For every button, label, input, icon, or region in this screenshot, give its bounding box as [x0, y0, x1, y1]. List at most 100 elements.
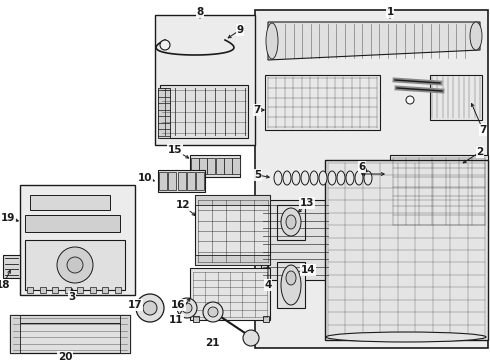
Bar — [3, 255, 20, 278]
Bar — [258, 231, 263, 237]
Bar — [115, 287, 121, 293]
Text: 18: 18 — [0, 280, 10, 290]
Bar — [102, 287, 108, 293]
Ellipse shape — [346, 171, 354, 185]
Bar — [258, 218, 263, 224]
Bar — [190, 155, 240, 177]
Bar — [159, 172, 167, 190]
Ellipse shape — [160, 40, 170, 50]
Text: 10: 10 — [138, 173, 152, 183]
Ellipse shape — [283, 171, 291, 185]
Ellipse shape — [177, 298, 197, 318]
Bar — [258, 269, 263, 275]
Bar — [199, 158, 207, 174]
Bar — [10, 315, 20, 353]
Ellipse shape — [355, 171, 363, 185]
Bar — [195, 255, 270, 265]
Ellipse shape — [406, 96, 414, 104]
Bar — [187, 172, 195, 190]
Ellipse shape — [281, 208, 301, 236]
Text: 6: 6 — [358, 162, 366, 172]
Ellipse shape — [182, 303, 192, 313]
Bar — [368, 168, 388, 180]
Bar — [27, 287, 33, 293]
Bar — [177, 172, 186, 190]
Bar — [20, 185, 135, 295]
Text: 8: 8 — [196, 7, 204, 17]
Bar — [195, 195, 270, 265]
Bar — [40, 287, 46, 293]
Bar — [207, 158, 216, 174]
Ellipse shape — [243, 330, 259, 346]
Ellipse shape — [203, 302, 223, 322]
Bar — [216, 158, 223, 174]
Bar — [77, 287, 83, 293]
Text: 2: 2 — [476, 147, 484, 157]
Text: 21: 21 — [205, 338, 219, 348]
Bar — [160, 85, 248, 138]
Bar — [195, 195, 270, 205]
Ellipse shape — [67, 257, 83, 273]
Bar — [263, 316, 269, 322]
Bar — [65, 287, 71, 293]
Text: 15: 15 — [168, 145, 182, 155]
Bar — [430, 75, 482, 120]
Bar — [390, 155, 488, 228]
Bar — [265, 75, 380, 130]
Text: 7: 7 — [253, 105, 261, 115]
Bar — [232, 158, 240, 174]
Ellipse shape — [292, 171, 300, 185]
Bar — [277, 205, 305, 240]
Ellipse shape — [470, 22, 482, 50]
Bar — [255, 10, 488, 348]
Ellipse shape — [57, 247, 93, 283]
Text: 7: 7 — [479, 125, 487, 135]
Ellipse shape — [274, 171, 282, 185]
Bar — [258, 256, 263, 262]
Ellipse shape — [328, 171, 336, 185]
Ellipse shape — [301, 171, 309, 185]
Ellipse shape — [286, 215, 296, 229]
Text: 13: 13 — [300, 198, 314, 208]
Ellipse shape — [319, 171, 327, 185]
Text: 3: 3 — [69, 292, 75, 302]
Text: 17: 17 — [128, 300, 142, 310]
Ellipse shape — [326, 332, 486, 342]
Bar — [90, 287, 96, 293]
Text: 14: 14 — [301, 265, 315, 275]
Bar — [168, 172, 176, 190]
Bar — [158, 170, 205, 192]
Bar — [120, 315, 130, 353]
Ellipse shape — [364, 171, 372, 185]
Polygon shape — [268, 22, 480, 60]
Ellipse shape — [208, 307, 218, 317]
Text: 5: 5 — [254, 170, 262, 180]
Text: 12: 12 — [176, 200, 190, 210]
Ellipse shape — [281, 265, 301, 305]
Bar — [25, 215, 120, 232]
Bar — [325, 160, 488, 340]
Bar — [196, 172, 204, 190]
Text: 16: 16 — [171, 300, 185, 310]
Bar — [190, 268, 270, 320]
Bar — [25, 240, 125, 290]
Text: 20: 20 — [58, 352, 72, 360]
Bar — [155, 15, 255, 145]
Bar — [193, 316, 199, 322]
Text: 9: 9 — [237, 25, 244, 35]
Text: 4: 4 — [264, 280, 271, 290]
Bar — [10, 315, 130, 353]
Ellipse shape — [266, 23, 278, 59]
Ellipse shape — [337, 171, 345, 185]
Ellipse shape — [143, 301, 157, 315]
Bar — [258, 243, 263, 249]
Bar — [261, 200, 330, 280]
Bar — [258, 205, 263, 211]
Bar — [30, 195, 110, 210]
Bar — [158, 88, 170, 138]
Bar — [224, 158, 232, 174]
Text: 11: 11 — [169, 315, 183, 325]
Text: 19: 19 — [1, 213, 15, 223]
Bar — [191, 158, 199, 174]
Ellipse shape — [310, 171, 318, 185]
